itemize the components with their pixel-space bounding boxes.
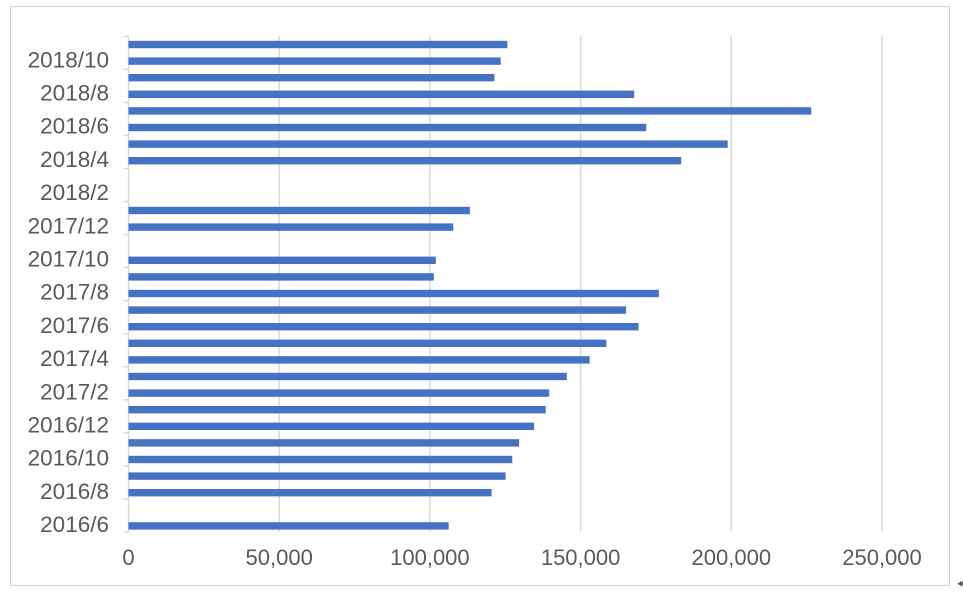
svg-text:2017/10: 2017/10: [28, 247, 109, 272]
svg-text:2016/12: 2016/12: [28, 413, 109, 438]
svg-text:2016/8: 2016/8: [40, 479, 109, 504]
svg-text:2018/4: 2018/4: [40, 147, 109, 172]
svg-text:2017/4: 2017/4: [40, 346, 109, 371]
svg-text:2017/8: 2017/8: [40, 280, 109, 305]
svg-text:0: 0: [122, 545, 134, 570]
svg-text:2017/2: 2017/2: [40, 379, 109, 404]
svg-text:2018/10: 2018/10: [28, 47, 109, 72]
svg-text:150,000: 150,000: [541, 545, 621, 570]
svg-text:2017/12: 2017/12: [28, 213, 109, 238]
svg-text:100,000: 100,000: [390, 545, 470, 570]
svg-text:2016/10: 2016/10: [28, 446, 109, 471]
svg-text:50,000: 50,000: [246, 545, 313, 570]
svg-text:2017/6: 2017/6: [40, 313, 109, 338]
svg-text:200,000: 200,000: [692, 545, 772, 570]
svg-text:2018/8: 2018/8: [40, 81, 109, 106]
svg-text:250,000: 250,000: [842, 545, 922, 570]
svg-text:2018/6: 2018/6: [40, 114, 109, 139]
svg-text:2016/6: 2016/6: [40, 512, 109, 537]
svg-text:2018/2: 2018/2: [40, 180, 109, 205]
